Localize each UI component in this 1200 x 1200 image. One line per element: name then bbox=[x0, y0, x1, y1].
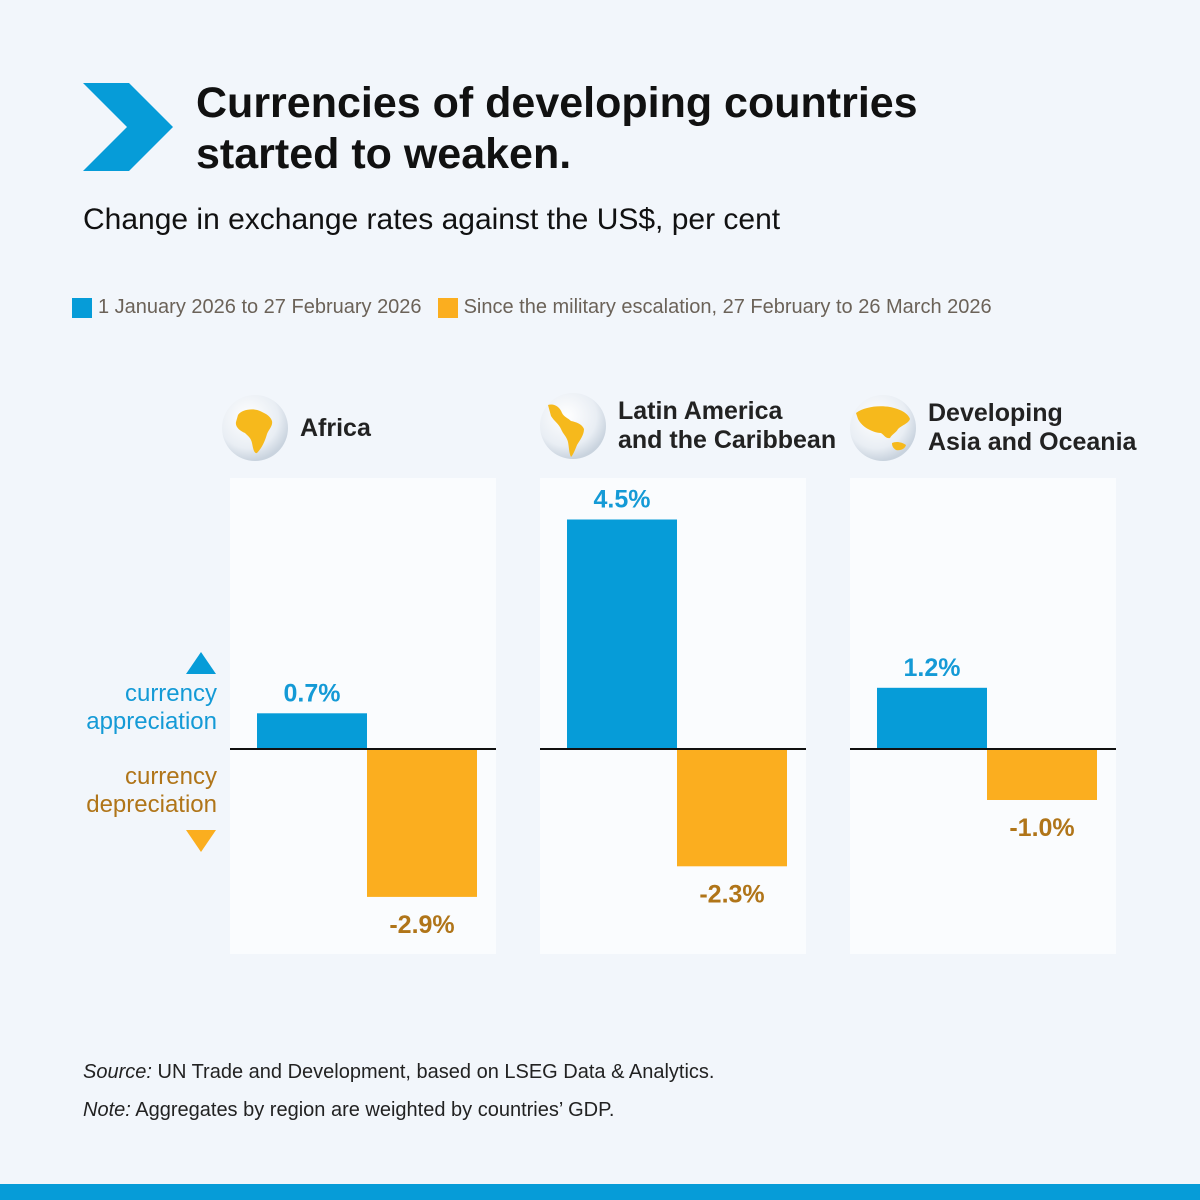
legend-swatch-orange bbox=[437, 297, 458, 318]
panel-title-asia-oceania: Developing Asia and Oceania bbox=[928, 399, 1136, 457]
title-line-1: Currencies of developing countries bbox=[196, 79, 918, 127]
panel-africa: 0.7% -2.9% bbox=[230, 478, 496, 954]
region-name-line-1: Developing bbox=[928, 399, 1063, 427]
depreciation-label: currency depreciation bbox=[17, 763, 217, 819]
region-name-line-1: Africa bbox=[300, 413, 371, 442]
region-name-line-2: Asia and Oceania bbox=[928, 428, 1137, 456]
asia-oceania-globe-icon bbox=[850, 395, 916, 461]
bar-africa-period-2 bbox=[367, 749, 477, 897]
footnote: Note: Aggregates by region are weighted … bbox=[83, 1099, 614, 1122]
arrow-down-icon bbox=[186, 830, 216, 852]
region-name-line-2: and the Caribbean bbox=[618, 426, 837, 454]
panel-latin-america: 4.5% -2.3% bbox=[540, 478, 806, 954]
data-label-africa-period-1: 0.7% bbox=[284, 679, 341, 707]
panel-title-latin-america: Latin America and the Caribbean bbox=[618, 397, 836, 455]
legend: 1 January 2026 to 27 February 2026 Since… bbox=[72, 296, 1008, 319]
panel-title-africa: Africa bbox=[300, 414, 371, 443]
chart-title: Currencies of developing countries start… bbox=[196, 78, 1156, 180]
depreciation-label-line-2: depreciation bbox=[86, 791, 217, 818]
bar-africa-period-1 bbox=[257, 713, 367, 749]
appreciation-label-line-1: currency bbox=[124, 680, 217, 707]
legend-item-period-1: 1 January 2026 to 27 February 2026 bbox=[72, 296, 422, 319]
data-label-asia-oceania-period-1: 1.2% bbox=[904, 654, 961, 682]
source-note: Source: UN Trade and Development, based … bbox=[83, 1061, 714, 1084]
bar-latin-america-period-2 bbox=[677, 749, 787, 867]
title-line-2: started to weaken. bbox=[196, 130, 572, 178]
bar-latin-america-period-1 bbox=[567, 519, 677, 749]
panel-header-africa: Africa bbox=[220, 393, 371, 463]
panel-chart-asia-oceania: 1.2% -1.0% bbox=[850, 654, 1116, 842]
chevron-arrow-icon bbox=[83, 83, 173, 171]
panel-chart-latin-america: 4.5% -2.3% bbox=[540, 486, 806, 908]
panel-header-asia-oceania: Developing Asia and Oceania bbox=[848, 393, 1136, 463]
arrow-up-icon bbox=[186, 652, 216, 674]
data-label-latin-america-period-2: -2.3% bbox=[699, 880, 764, 908]
bottom-accent-bar bbox=[0, 1184, 1200, 1200]
panel-header-latin-america: Latin America and the Caribbean bbox=[538, 391, 836, 461]
legend-item-period-2: Since the military escalation, 27 Februa… bbox=[437, 296, 992, 319]
appreciation-label: currency appreciation bbox=[17, 680, 217, 736]
note-text: Aggregates by region are weighted by cou… bbox=[130, 1099, 615, 1121]
data-label-asia-oceania-period-2: -1.0% bbox=[1009, 814, 1074, 842]
note-label: Note: bbox=[83, 1099, 131, 1121]
panel-asia-oceania: 1.2% -1.0% bbox=[850, 478, 1116, 954]
legend-label-period-2: Since the military escalation, 27 Februa… bbox=[463, 296, 992, 318]
depreciation-label-line-1: currency bbox=[124, 763, 217, 790]
africa-globe-icon bbox=[222, 395, 288, 461]
source-text: UN Trade and Development, based on LSEG … bbox=[151, 1061, 715, 1083]
appreciation-label-line-2: appreciation bbox=[86, 708, 217, 735]
latin-america-globe-icon bbox=[540, 393, 606, 459]
panel-chart-africa: 0.7% -2.9% bbox=[230, 679, 496, 939]
bar-asia-oceania-period-2 bbox=[987, 749, 1097, 800]
data-label-latin-america-period-1: 4.5% bbox=[594, 486, 651, 514]
bar-asia-oceania-period-1 bbox=[877, 687, 987, 749]
chart-subtitle: Change in exchange rates against the US$… bbox=[83, 203, 781, 236]
source-label: Source: bbox=[83, 1061, 152, 1083]
region-name-line-1: Latin America bbox=[618, 397, 783, 425]
data-label-africa-period-2: -2.9% bbox=[389, 911, 454, 939]
legend-label-period-1: 1 January 2026 to 27 February 2026 bbox=[98, 296, 422, 318]
legend-swatch-blue bbox=[72, 297, 92, 318]
